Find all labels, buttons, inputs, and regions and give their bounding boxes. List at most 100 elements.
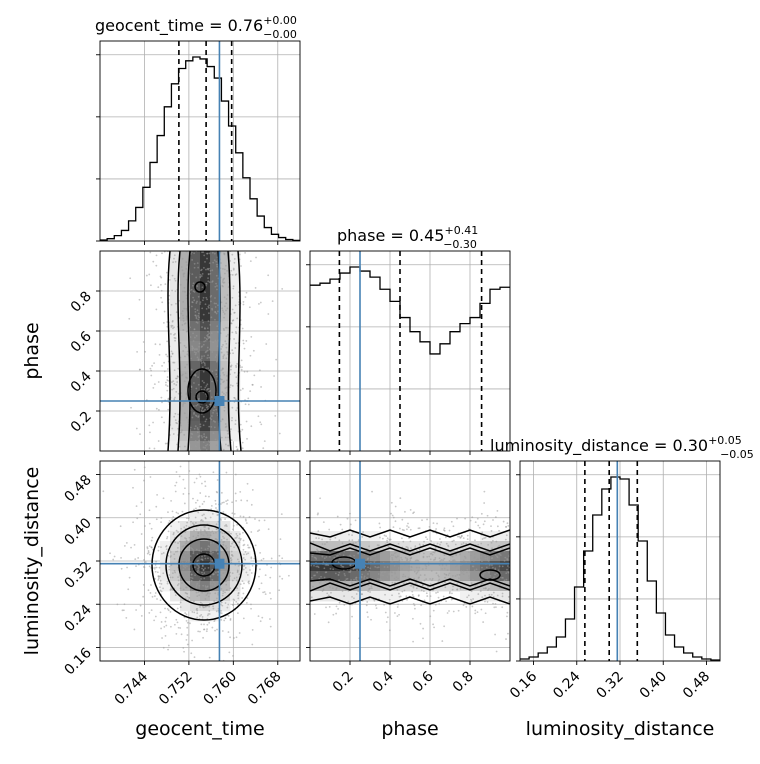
sample-point xyxy=(495,606,497,609)
sample-point xyxy=(382,579,385,582)
sample-point xyxy=(183,380,186,383)
density-cell xyxy=(180,431,191,442)
sample-point xyxy=(459,553,461,556)
sample-point xyxy=(224,426,227,429)
sample-point xyxy=(129,277,132,280)
sample-point xyxy=(390,512,392,515)
sample-point xyxy=(194,537,197,540)
sample-point xyxy=(120,556,122,559)
sample-point xyxy=(386,566,389,568)
sample-point xyxy=(505,638,507,640)
sample-point xyxy=(226,499,229,502)
sample-point xyxy=(490,593,493,596)
sample-point xyxy=(479,552,482,554)
sample-point xyxy=(474,539,476,542)
sample-point xyxy=(236,317,239,320)
sample-point xyxy=(181,510,184,513)
sample-point xyxy=(214,306,217,308)
sample-point xyxy=(481,560,483,563)
sample-point xyxy=(138,368,141,371)
sample-point xyxy=(231,512,234,515)
sample-point xyxy=(340,564,342,567)
sample-point xyxy=(242,592,245,595)
sample-point xyxy=(116,603,119,606)
density-cell xyxy=(400,561,411,572)
sample-point xyxy=(160,289,163,292)
density-cell xyxy=(170,281,181,292)
sample-point xyxy=(186,621,189,624)
sample-point xyxy=(185,376,187,379)
sample-point xyxy=(159,611,162,614)
sample-point xyxy=(205,418,208,421)
density-cell xyxy=(420,551,431,562)
sample-point xyxy=(234,492,237,495)
sample-point xyxy=(224,617,227,620)
sample-point xyxy=(321,543,324,546)
density-cell xyxy=(480,531,491,542)
sample-point xyxy=(335,586,338,589)
density-cell xyxy=(190,561,201,572)
sample-point xyxy=(182,329,185,331)
sample-point xyxy=(119,525,122,528)
density-cell xyxy=(180,271,191,282)
sample-point xyxy=(187,573,190,576)
density-cell xyxy=(230,351,241,362)
density-cell xyxy=(200,511,211,522)
density-cell xyxy=(220,391,231,402)
sample-point xyxy=(202,441,205,444)
density-cell xyxy=(450,541,461,552)
sample-point xyxy=(468,577,471,579)
sample-point xyxy=(197,266,200,269)
density-cell xyxy=(340,561,351,572)
sample-point xyxy=(316,513,319,516)
sample-point xyxy=(212,420,215,422)
sample-point xyxy=(310,576,313,579)
sample-point xyxy=(198,316,200,319)
sample-point xyxy=(379,526,382,529)
sample-point xyxy=(317,566,320,569)
sample-point xyxy=(196,321,199,324)
sample-point xyxy=(177,531,179,533)
sample-point xyxy=(401,549,404,552)
sample-point xyxy=(428,525,431,528)
sample-point xyxy=(167,530,170,533)
sample-point xyxy=(211,583,214,586)
sample-point xyxy=(199,303,201,305)
sample-point xyxy=(479,590,482,593)
sample-point xyxy=(263,591,266,593)
sample-point xyxy=(216,285,218,287)
sample-point xyxy=(191,347,194,350)
sample-point xyxy=(153,619,156,622)
sample-point xyxy=(205,630,208,633)
sample-point xyxy=(445,600,448,603)
sample-point xyxy=(477,543,480,546)
sample-point xyxy=(374,604,377,607)
sample-point xyxy=(175,377,178,380)
sample-point xyxy=(221,501,224,504)
sample-point xyxy=(171,381,173,383)
sample-point xyxy=(215,610,218,613)
sample-point xyxy=(197,416,200,419)
sample-point xyxy=(441,567,443,570)
sample-point xyxy=(257,415,260,418)
panel-frame xyxy=(99,40,301,242)
sample-point xyxy=(174,396,176,399)
sample-point xyxy=(212,551,214,554)
sample-point xyxy=(330,591,332,594)
sample-point xyxy=(200,388,203,391)
x-tick-label-geocent_time: 0.752 xyxy=(156,669,196,709)
sample-point xyxy=(239,583,242,586)
sample-point xyxy=(237,564,240,567)
sample-point xyxy=(209,417,212,420)
sample-point xyxy=(328,605,331,608)
sample-point xyxy=(462,573,465,576)
sample-point xyxy=(373,599,376,602)
sample-point xyxy=(336,515,339,518)
density-cell xyxy=(180,321,191,332)
density-cell xyxy=(230,431,241,442)
sample-point xyxy=(125,542,128,544)
density-cell xyxy=(170,341,181,352)
sample-point xyxy=(231,406,234,409)
sample-point xyxy=(234,274,237,276)
sample-point xyxy=(209,581,212,584)
